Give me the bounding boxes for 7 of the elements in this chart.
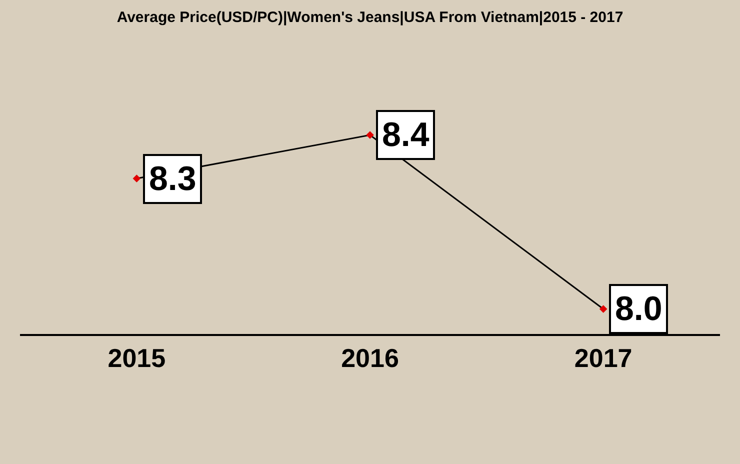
data-label: 8.3 — [149, 160, 196, 198]
x-tick-label: 2016 — [341, 343, 399, 374]
data-label: 8.4 — [382, 116, 430, 154]
x-tick-label: 2015 — [108, 343, 166, 374]
chart-title: Average Price(USD/PC)|Women's Jeans|USA From Vietnam|2015 - 2017 — [116, 9, 624, 26]
x-tick-label: 2017 — [574, 343, 632, 374]
data-label: 8.0 — [615, 290, 662, 328]
